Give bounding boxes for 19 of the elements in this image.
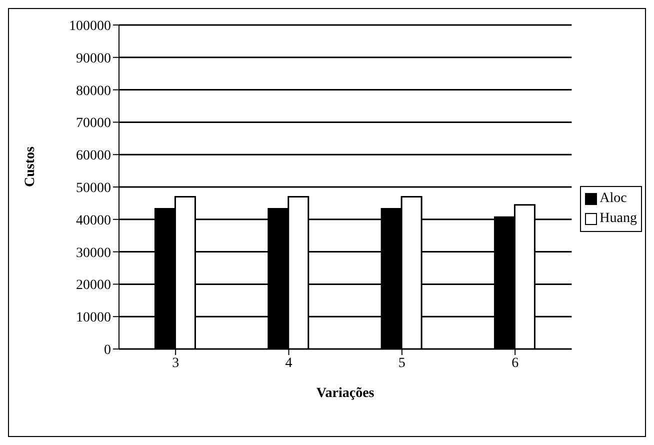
y-tick-label: 60000 bbox=[76, 148, 111, 164]
x-tick-label: 5 bbox=[398, 356, 406, 371]
y-tick-label: 30000 bbox=[76, 246, 111, 261]
y-axis-title: Custos bbox=[22, 146, 38, 187]
x-tick-label: 4 bbox=[285, 356, 292, 371]
x-tick-label: 3 bbox=[172, 356, 180, 371]
y-tick-label: 90000 bbox=[76, 51, 111, 66]
x-axis-title: Variações bbox=[316, 386, 375, 401]
y-tick-label: 100000 bbox=[69, 18, 111, 34]
x-tick-label: 6 bbox=[512, 356, 519, 371]
y-tick-label: 70000 bbox=[76, 116, 111, 132]
y-tick-label: 50000 bbox=[76, 180, 111, 196]
y-tick-label: 0 bbox=[104, 342, 111, 358]
legend-label: Aloc bbox=[600, 191, 627, 207]
legend-label: Huang bbox=[600, 211, 637, 227]
y-tick-label: 10000 bbox=[76, 310, 111, 326]
y-tick-label: 40000 bbox=[76, 213, 111, 228]
y-tick-label: 20000 bbox=[76, 278, 111, 294]
y-tick-label: 80000 bbox=[76, 84, 111, 99]
